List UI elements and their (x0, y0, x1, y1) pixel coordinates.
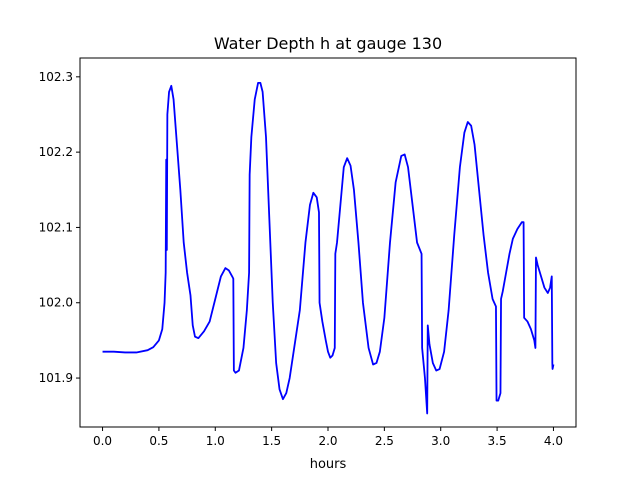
x-axis-ticks: 0.0 0.5 1.0 1.5 2.0 2.5 3.0 3.5 4.0 (93, 427, 563, 448)
x-tick-label: 3.0 (431, 434, 450, 448)
series-layer (102, 81, 555, 415)
x-tick-label: 2.5 (375, 434, 394, 448)
y-tick-label: 102.3 (39, 70, 73, 84)
x-tick-label: 1.5 (262, 434, 281, 448)
plot-area-frame (79, 57, 577, 428)
chart-title: Water Depth h at gauge 130 (214, 34, 442, 53)
y-tick-label: 102.0 (39, 296, 73, 310)
x-tick-label: 3.5 (488, 434, 507, 448)
x-tick-label: 4.0 (544, 434, 563, 448)
x-tick-label: 0.0 (93, 434, 112, 448)
x-tick-label: 0.5 (149, 434, 168, 448)
y-tick-label: 102.2 (39, 145, 73, 159)
y-tick-label: 102.1 (39, 220, 73, 234)
x-axis-label: hours (310, 457, 347, 472)
x-tick-label: 2.0 (318, 434, 337, 448)
series-line (102, 81, 555, 415)
y-tick-label: 101.9 (39, 371, 73, 385)
y-axis-ticks: 101.9 102.0 102.1 102.2 102.3 (39, 70, 80, 385)
x-tick-label: 1.0 (206, 434, 225, 448)
